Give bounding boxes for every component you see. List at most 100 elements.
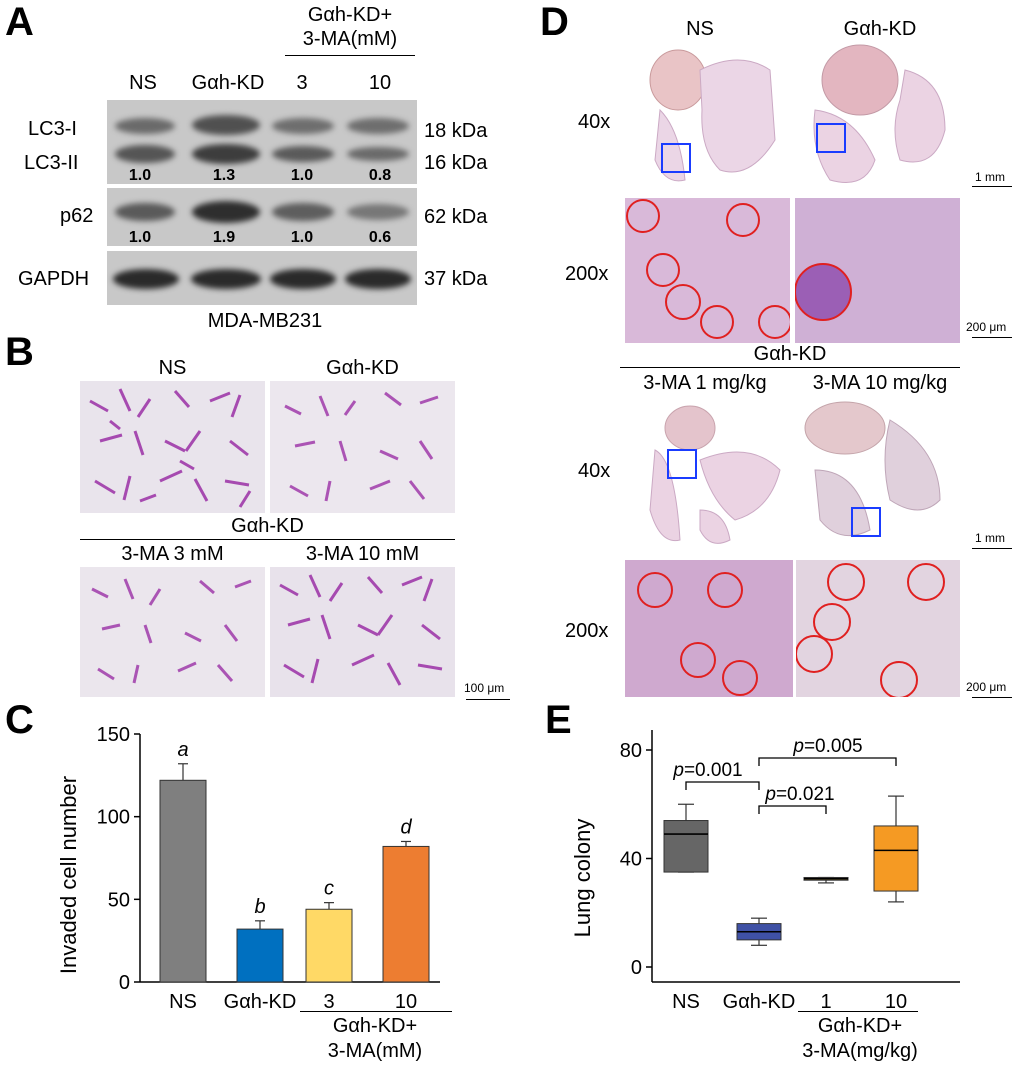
lc3-blot bbox=[107, 100, 417, 184]
e-pvalue-ns-kd: p=0.001 bbox=[672, 760, 742, 781]
d-lung-ns-40x bbox=[649, 49, 776, 182]
e-group-sub: 3-MA(mg/kg) bbox=[802, 1040, 918, 1062]
d-col-10mg: 3-MA 10 mg/kg bbox=[812, 372, 948, 394]
e-ytick-label: 80 bbox=[620, 740, 642, 762]
b-scale-label: 100 μm bbox=[464, 681, 505, 695]
c-xtick-label: 10 bbox=[395, 991, 417, 1013]
c-letter: d bbox=[400, 816, 412, 838]
lane-label-kd: Gαh-KD bbox=[191, 72, 265, 94]
b-label-10mm: 3-MA 10 mM bbox=[305, 543, 420, 565]
lc3-ratio-kd: 1.3 bbox=[212, 167, 236, 184]
c-xtick-label: 3 bbox=[323, 991, 334, 1013]
e-group-label: Gαh-KD+ bbox=[817, 1015, 903, 1037]
b-scalebar bbox=[466, 699, 510, 700]
d-lung-10mg-40x bbox=[804, 401, 941, 537]
invasion-bar-chart: Invaded cell number 0 50 100 150 a NS b Gαh-KD c… bbox=[56, 724, 440, 1013]
panel-d-letter: D bbox=[540, 0, 569, 44]
d-micro-kd-200x bbox=[795, 198, 960, 343]
e-xtick-label: Gαh-KD bbox=[723, 991, 796, 1013]
size-gapdh: 37 kDa bbox=[424, 268, 488, 290]
lane-label-3: 3 bbox=[296, 72, 308, 94]
e-bracket-kd-10 bbox=[758, 757, 897, 766]
c-group-label: Gαh-KD+ bbox=[332, 1015, 418, 1037]
gapdh-blot bbox=[107, 251, 417, 305]
b-label-ns: NS bbox=[158, 357, 187, 379]
d-lung-1mg-40x bbox=[649, 405, 781, 544]
e-pvalue-kd-10: p=0.005 bbox=[792, 736, 862, 757]
c-bar bbox=[236, 928, 284, 983]
panel-a-letter: A bbox=[5, 0, 34, 44]
row-label-lc3i: LC3-I bbox=[28, 118, 77, 140]
lane-label-ns: NS bbox=[129, 72, 157, 94]
b-group-label: Gαh-KD bbox=[231, 515, 304, 537]
row-label-p62: p62 bbox=[60, 205, 94, 227]
p62-ratio-ns: 1.0 bbox=[128, 229, 152, 246]
c-bar bbox=[305, 908, 353, 983]
c-xtick-label: Gαh-KD bbox=[224, 991, 297, 1013]
panel-a-group-sub: 3-MA(mM) bbox=[302, 28, 398, 50]
e-bracket-kd-1 bbox=[758, 805, 827, 814]
lc3-ratio-10: 0.8 bbox=[368, 167, 392, 184]
d-micro-10mg-200x bbox=[796, 560, 960, 697]
d-mag-200-bottom: 200x bbox=[565, 620, 609, 642]
d-micro-ns-200x bbox=[625, 198, 790, 343]
e-box bbox=[873, 825, 919, 892]
panel-b-letter: B bbox=[5, 330, 34, 374]
e-xtick-label: NS bbox=[672, 991, 700, 1013]
c-letter: b bbox=[254, 896, 265, 918]
c-ytick-label: 100 bbox=[97, 807, 130, 829]
c-letter: a bbox=[177, 739, 188, 761]
d-scalebar-1mm-bottom bbox=[972, 548, 1012, 549]
e-box bbox=[663, 820, 709, 873]
e-pvalue-kd-1: p=0.021 bbox=[764, 784, 834, 805]
lc3-ratio-3: 1.0 bbox=[290, 167, 314, 184]
lane-label-10: 10 bbox=[368, 72, 392, 94]
c-ytick-label: 50 bbox=[108, 889, 130, 911]
d-scale-1mm-top: 1 mm bbox=[975, 170, 1005, 184]
d-group-label: Gαh-KD bbox=[753, 343, 827, 365]
row-label-lc3ii: LC3-II bbox=[24, 152, 79, 174]
b-micro-ns bbox=[80, 381, 265, 513]
d-mag-200-top: 200x bbox=[565, 263, 609, 285]
e-xtick-label: 10 bbox=[885, 991, 907, 1013]
c-ytick-label: 0 bbox=[119, 972, 130, 994]
d-scalebar-1mm-top bbox=[972, 186, 1012, 187]
size-lc3i: 18 kDa bbox=[424, 120, 488, 142]
d-scalebar-200um-top bbox=[972, 337, 1012, 338]
d-mag-40-bottom: 40x bbox=[578, 460, 611, 482]
e-ytick-label: 40 bbox=[620, 849, 642, 871]
c-group-sub: 3-MA(mM) bbox=[327, 1040, 423, 1062]
c-letter: c bbox=[324, 878, 334, 900]
panel-c-letter: C bbox=[5, 698, 34, 742]
c-bar bbox=[159, 779, 207, 983]
d-micro-1mg-200x bbox=[625, 560, 793, 697]
d-col-kd: Gαh-KD bbox=[843, 18, 917, 40]
c-bar bbox=[382, 845, 430, 983]
e-xtick-label: 1 bbox=[820, 991, 831, 1013]
d-scale-200um-bottom: 200 μm bbox=[966, 680, 1007, 694]
c-xtick-label: NS bbox=[169, 991, 197, 1013]
p62-ratio-3: 1.0 bbox=[290, 229, 314, 246]
size-p62: 62 kDa bbox=[424, 206, 488, 228]
lc3-ratio-ns: 1.0 bbox=[128, 167, 152, 184]
b-label-3mm: 3-MA 3 mM bbox=[121, 543, 224, 565]
d-group-rule bbox=[620, 367, 960, 368]
d-scalebar-200um-bottom bbox=[972, 697, 1012, 698]
e-bracket-ns-kd bbox=[685, 781, 760, 790]
c-ytick-label: 150 bbox=[97, 724, 130, 746]
p62-blot bbox=[107, 188, 417, 246]
b-micro-3mm bbox=[80, 567, 265, 697]
d-lung-kd-40x bbox=[813, 44, 946, 183]
p62-ratio-10: 0.6 bbox=[368, 229, 392, 246]
panel-a-group-label: Gαh-KD+ bbox=[307, 4, 393, 26]
d-col-ns: NS bbox=[686, 18, 714, 40]
b-micro-kd bbox=[270, 381, 455, 513]
b-micro-10mm bbox=[270, 567, 455, 697]
e-ytick-label: 0 bbox=[631, 957, 642, 979]
cell-line-label: MDA-MB231 bbox=[207, 310, 323, 332]
b-label-kd: Gαh-KD bbox=[326, 357, 399, 379]
d-scale-200um-top: 200 μm bbox=[966, 320, 1007, 334]
e-group-rule bbox=[798, 1011, 918, 1012]
size-lc3ii: 16 kDa bbox=[424, 152, 488, 174]
d-col-1mg: 3-MA 1 mg/kg bbox=[643, 372, 767, 394]
